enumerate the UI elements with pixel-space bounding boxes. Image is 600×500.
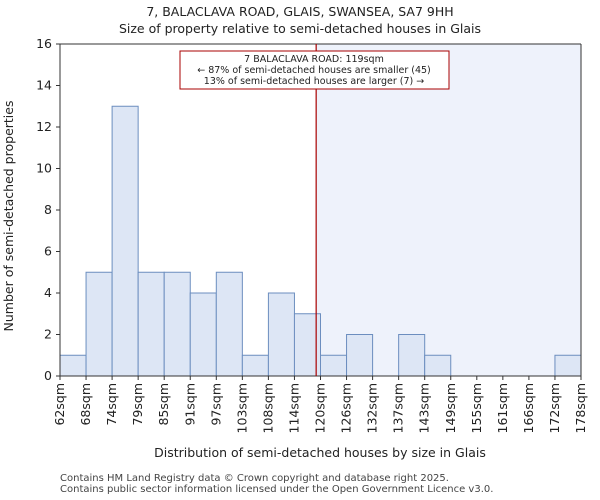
y-tick-label-14: 14 [36,78,52,93]
x-tick-label-178sqm: 178sqm [573,383,588,433]
bar-126sqm [346,334,374,377]
x-tick-label-120sqm: 120sqm [313,383,328,433]
x-tick-label-85sqm: 85sqm [156,383,171,426]
x-tick-label-126sqm: 126sqm [339,383,354,433]
x-tick-label-108sqm: 108sqm [260,383,275,433]
y-axis-title: Number of semi-detached properties [1,101,16,332]
x-tick-label-68sqm: 68sqm [78,383,93,426]
x-tick-label-79sqm: 79sqm [130,383,145,426]
y-tick-label-10: 10 [36,161,52,176]
bar-85sqm [163,271,191,377]
bar-143sqm [424,354,452,377]
x-tick-label-74sqm: 74sqm [104,383,119,426]
x-tick-label-143sqm: 143sqm [417,383,432,433]
bar-62sqm [59,354,87,377]
y-tick-label-12: 12 [36,119,52,134]
x-axis-title: Distribution of semi-detached houses by … [154,445,486,460]
x-tick-label-137sqm: 137sqm [391,383,406,433]
x-tick-label-91sqm: 91sqm [182,383,197,426]
annotation-line-2: ← 87% of semi-detached houses are smalle… [197,65,431,76]
x-tick-label-114sqm: 114sqm [286,383,301,433]
y-tick-label-2: 2 [44,327,52,342]
x-tick-label-132sqm: 132sqm [365,383,380,433]
bar-79sqm [137,271,165,377]
annotation-box [179,50,450,90]
y-tick-label-16: 16 [36,36,52,51]
x-tick-label-155sqm: 155sqm [469,383,484,433]
annotation-line-3: 13% of semi-detached houses are larger (… [204,76,424,87]
x-tick-label-97sqm: 97sqm [208,383,223,426]
y-ticks-group: 0 2 4 6 8 10 12 14 16 [36,36,60,383]
x-tick-label-103sqm: 103sqm [234,383,249,433]
y-tick-label-4: 4 [44,285,52,300]
bar-172sqm [554,354,582,377]
x-tick-label-172sqm: 172sqm [547,383,562,433]
footer-licence: Contains public sector information licen… [60,484,494,495]
y-tick-label-8: 8 [44,202,52,217]
bar-68sqm [85,271,113,377]
x-tick-label-161sqm: 161sqm [495,383,510,433]
y-tick-label-0: 0 [44,368,52,383]
bar-137sqm [398,334,426,377]
larger-region-highlight [316,44,581,376]
chart-title: 7, BALACLAVA ROAD, GLAIS, SWANSEA, SA7 9… [146,4,453,19]
footer-copyright: Contains HM Land Registry data © Crown c… [60,473,449,484]
bar-97sqm [215,271,243,377]
x-tick-label-149sqm: 149sqm [443,383,458,433]
chart-subtitle: Size of property relative to semi-detach… [119,21,481,36]
bar-74sqm [111,105,139,377]
x-tick-label-166sqm: 166sqm [521,383,536,433]
bar-120sqm [320,354,348,377]
bar-108sqm [267,292,295,377]
y-tick-label-6: 6 [44,244,52,259]
bar-91sqm [189,292,217,377]
annotation-line-1: 7 BALACLAVA ROAD: 119sqm [244,54,384,65]
bar-103sqm [241,354,269,377]
x-ticks-group: 62sqm 68sqm 74sqm 79sqm 85sqm 91sqm 97sqm 103sq… [52,376,588,433]
x-tick-label-62sqm: 62sqm [52,383,67,426]
